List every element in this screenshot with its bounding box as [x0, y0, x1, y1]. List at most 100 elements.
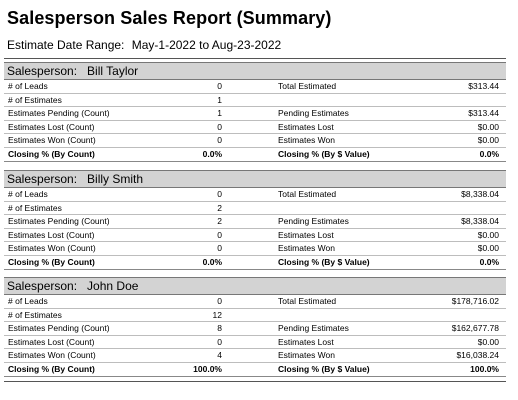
- metric-label: # of Leads: [8, 296, 48, 306]
- value-amount: $8,338.04: [461, 216, 499, 227]
- value-label: Total Estimated: [278, 296, 337, 306]
- metric-count: 1: [217, 94, 222, 105]
- table-row: # of Estimates 12: [4, 309, 506, 323]
- date-range-label: Estimate Date Range:: [7, 38, 125, 52]
- value-label: Pending Estimates: [278, 216, 349, 227]
- table-row: # of Estimates 1: [4, 94, 506, 108]
- value-amount: $178,716.02: [451, 296, 499, 306]
- table-row: # of Leads 0 Total Estimated $8,338.04: [4, 188, 506, 202]
- table-row: Estimates Pending (Count) 8 Pending Esti…: [4, 322, 506, 336]
- metric-label: Estimates Pending (Count): [8, 108, 110, 119]
- salesperson-name: Billy Smith: [87, 172, 144, 186]
- value-label: Estimates Won: [278, 350, 336, 361]
- date-range-value: May-1-2022 to Aug-23-2022: [131, 38, 282, 52]
- salesperson-label: Salesperson:: [7, 172, 78, 186]
- metric-count: 0: [217, 296, 222, 306]
- metric-count: 12: [212, 309, 222, 320]
- salesperson-section: Salesperson: Bill Taylor # of Leads 0 Tot…: [4, 62, 506, 162]
- value-label: Total Estimated: [278, 189, 337, 199]
- table-row: Estimates Pending (Count) 2 Pending Esti…: [4, 215, 506, 229]
- metric-label: Closing % (By Count): [8, 363, 95, 374]
- metrics-table: # of Leads 0 Total Estimated $8,338.04 #…: [4, 188, 506, 270]
- metric-count: 1: [217, 108, 222, 119]
- closing-row: Closing % (By Count) 0.0% Closing % (By …: [4, 148, 506, 162]
- metrics-table: # of Leads 0 Total Estimated $313.44 # o…: [4, 80, 506, 162]
- metric-label: Estimates Won (Count): [8, 243, 96, 254]
- table-row: Estimates Won (Count) 4 Estimates Won $1…: [4, 349, 506, 363]
- metric-count: 0: [217, 135, 222, 146]
- metric-count: 0: [217, 243, 222, 254]
- value-label: Closing % (By $ Value): [278, 363, 370, 374]
- value-amount: $0.00: [477, 135, 499, 146]
- metric-label: Estimates Lost (Count): [8, 336, 95, 347]
- table-row: Estimates Lost (Count) 0 Estimates Lost …: [4, 229, 506, 243]
- metric-count: 0: [217, 229, 222, 240]
- value-label: Estimates Won: [278, 135, 336, 146]
- salesperson-header: Salesperson: Bill Taylor: [4, 62, 506, 80]
- value-amount: $16,038.24: [456, 350, 499, 361]
- metric-label: # of Leads: [8, 189, 48, 199]
- salesperson-name: Bill Taylor: [87, 64, 139, 78]
- table-row: Estimates Lost (Count) 0 Estimates Lost …: [4, 336, 506, 350]
- salesperson-section: Salesperson: John Doe # of Leads 0 Total …: [4, 277, 506, 377]
- value-amount: 100.0%: [470, 363, 499, 374]
- value-amount: $8,338.04: [461, 189, 499, 199]
- salesperson-header: Salesperson: John Doe: [4, 277, 506, 295]
- metric-count: 0.0%: [202, 256, 222, 267]
- report-title: Salesperson Sales Report (Summary): [7, 8, 332, 28]
- value-amount: $313.44: [468, 81, 499, 91]
- metric-count: 100.0%: [193, 363, 222, 374]
- metric-count: 0.0%: [202, 148, 222, 159]
- top-divider: [4, 58, 506, 59]
- metrics-table: # of Leads 0 Total Estimated $178,716.02…: [4, 295, 506, 377]
- metric-count: 2: [217, 216, 222, 227]
- metric-count: 0: [217, 189, 222, 199]
- value-label: Pending Estimates: [278, 108, 349, 119]
- metric-label: Estimates Won (Count): [8, 350, 96, 361]
- metric-count: 0: [217, 81, 222, 91]
- metric-label: Estimates Pending (Count): [8, 323, 110, 334]
- value-label: Closing % (By $ Value): [278, 256, 370, 267]
- metric-count: 0: [217, 121, 222, 132]
- value-amount: 0.0%: [479, 148, 499, 159]
- bottom-divider: [4, 381, 506, 382]
- salesperson-label: Salesperson:: [7, 279, 78, 293]
- value-label: Total Estimated: [278, 81, 337, 91]
- date-range: Estimate Date Range: May-1-2022 to Aug-2…: [7, 38, 281, 52]
- table-row: Estimates Lost (Count) 0 Estimates Lost …: [4, 121, 506, 135]
- metric-label: # of Estimates: [8, 202, 62, 213]
- metric-count: 8: [217, 323, 222, 334]
- value-label: Estimates Won: [278, 243, 336, 254]
- value-amount: $313.44: [468, 108, 499, 119]
- salesperson-header: Salesperson: Billy Smith: [4, 170, 506, 188]
- closing-row: Closing % (By Count) 0.0% Closing % (By …: [4, 256, 506, 270]
- value-amount: 0.0%: [479, 256, 499, 267]
- value-amount: $0.00: [477, 121, 499, 132]
- table-row: Estimates Won (Count) 0 Estimates Won $0…: [4, 134, 506, 148]
- value-label: Estimates Lost: [278, 229, 334, 240]
- table-row: Estimates Won (Count) 0 Estimates Won $0…: [4, 242, 506, 256]
- value-amount: $0.00: [477, 336, 499, 347]
- table-row: # of Leads 0 Total Estimated $313.44: [4, 80, 506, 94]
- value-amount: $0.00: [477, 243, 499, 254]
- metric-label: # of Estimates: [8, 309, 62, 320]
- table-row: Estimates Pending (Count) 1 Pending Esti…: [4, 107, 506, 121]
- salesperson-name: John Doe: [87, 279, 139, 293]
- value-label: Closing % (By $ Value): [278, 148, 370, 159]
- metric-count: 2: [217, 202, 222, 213]
- metric-count: 0: [217, 336, 222, 347]
- table-row: # of Leads 0 Total Estimated $178,716.02: [4, 295, 506, 309]
- metric-label: Estimates Lost (Count): [8, 121, 95, 132]
- metric-label: Closing % (By Count): [8, 256, 95, 267]
- salesperson-label: Salesperson:: [7, 64, 78, 78]
- table-row: # of Estimates 2: [4, 202, 506, 216]
- metric-label: Estimates Pending (Count): [8, 216, 110, 227]
- metric-label: Estimates Lost (Count): [8, 229, 95, 240]
- metric-count: 4: [217, 350, 222, 361]
- metric-label: # of Leads: [8, 81, 48, 91]
- value-label: Pending Estimates: [278, 323, 349, 334]
- metric-label: Closing % (By Count): [8, 148, 95, 159]
- closing-row: Closing % (By Count) 100.0% Closing % (B…: [4, 363, 506, 377]
- value-label: Estimates Lost: [278, 336, 334, 347]
